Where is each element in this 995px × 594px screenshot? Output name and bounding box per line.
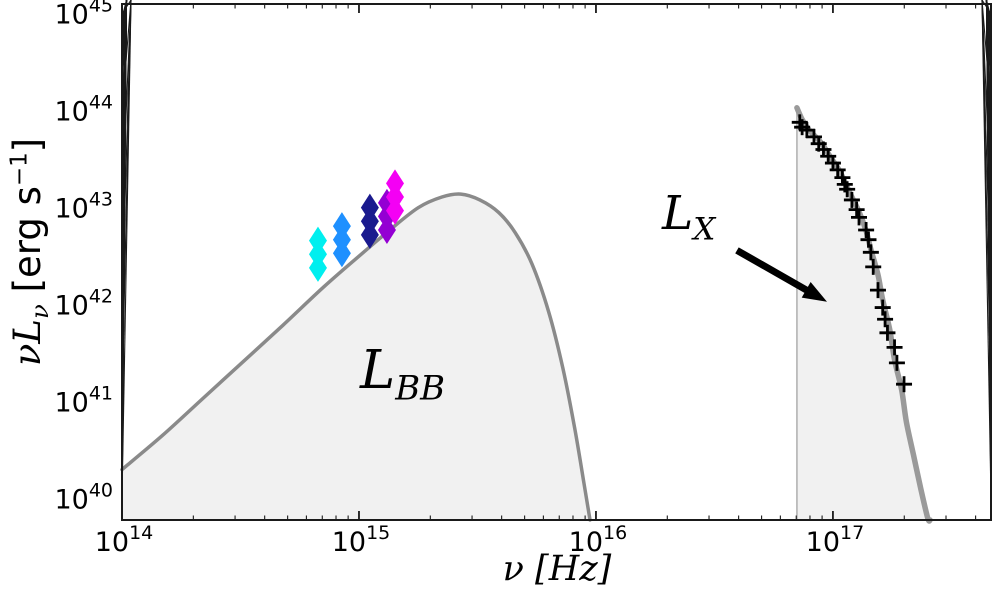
y-axis-unit-exp: −1 bbox=[6, 152, 33, 187]
tick-label: 1041 bbox=[54, 383, 113, 419]
diamond-markers bbox=[308, 169, 404, 282]
tick-label: 1043 bbox=[54, 189, 113, 225]
xray-plus-marker bbox=[877, 311, 894, 328]
xray-plus-marker bbox=[798, 122, 815, 139]
tick-label: 1042 bbox=[54, 286, 113, 322]
y-axis-label: νLν [erg s−1] bbox=[6, 138, 54, 366]
bb-annotation-sub: BB bbox=[395, 368, 446, 408]
xray-plus-marker bbox=[869, 282, 886, 299]
plus-markers bbox=[791, 114, 913, 393]
photometry-diamond-cyan-band bbox=[308, 226, 327, 255]
tick-label: 1045 bbox=[54, 0, 113, 31]
x-axis-label: ν [Hz] bbox=[502, 549, 612, 589]
y-axis-symbol: νL bbox=[5, 319, 49, 367]
xray-plus-marker bbox=[886, 339, 903, 356]
xray-plus-marker bbox=[848, 201, 865, 218]
xray-plus-marker bbox=[851, 209, 868, 226]
plot-spines bbox=[121, 3, 992, 521]
xray-plus-marker bbox=[834, 169, 851, 186]
tick-label: 1040 bbox=[54, 480, 113, 516]
xray-luminosity-annotation: LX bbox=[662, 186, 715, 247]
y-axis-symbol-sub: ν bbox=[25, 304, 55, 320]
bb-fill-region bbox=[122, 193, 591, 521]
xray-plus-marker bbox=[858, 221, 875, 238]
lx-annotation-main: L bbox=[662, 186, 694, 241]
bb-model-curve bbox=[120, 192, 592, 522]
lx-annotation-sub: X bbox=[693, 211, 716, 248]
xray-fill-region bbox=[796, 107, 931, 521]
xray-plus-marker bbox=[888, 354, 905, 371]
xray-plus-marker bbox=[874, 299, 891, 316]
model-fills bbox=[122, 107, 931, 521]
photometry-diamond-magenta-band bbox=[385, 169, 404, 198]
xray-plus-marker bbox=[862, 244, 879, 261]
y-axis-unit-close: ] bbox=[5, 137, 49, 153]
axis-ticks bbox=[121, 0, 992, 520]
xray-plus-marker bbox=[860, 231, 877, 248]
tick-label: 1015 bbox=[332, 522, 391, 558]
annotation-arrow bbox=[735, 247, 828, 302]
xray-plus-marker bbox=[879, 324, 896, 341]
bb-luminosity-annotation: LBB bbox=[360, 340, 445, 408]
y-axis-unit: [erg s bbox=[5, 186, 49, 305]
lx-arrow-shaft bbox=[735, 247, 810, 294]
xray-plus-marker bbox=[843, 191, 860, 208]
xray-plus-marker bbox=[839, 181, 856, 198]
tick-label: 1044 bbox=[54, 92, 113, 128]
bb-annotation-main: L bbox=[360, 340, 396, 401]
xray-plus-marker bbox=[896, 376, 913, 393]
photometry-diamond-navy-band bbox=[360, 193, 379, 222]
axes-frame bbox=[121, 3, 992, 521]
photometry-diamond-blue-band bbox=[332, 212, 351, 241]
tick-label: 1014 bbox=[95, 522, 154, 558]
tick-label: 1017 bbox=[806, 522, 865, 558]
lx-arrow-head bbox=[801, 282, 828, 302]
xray-plus-marker bbox=[865, 258, 882, 275]
